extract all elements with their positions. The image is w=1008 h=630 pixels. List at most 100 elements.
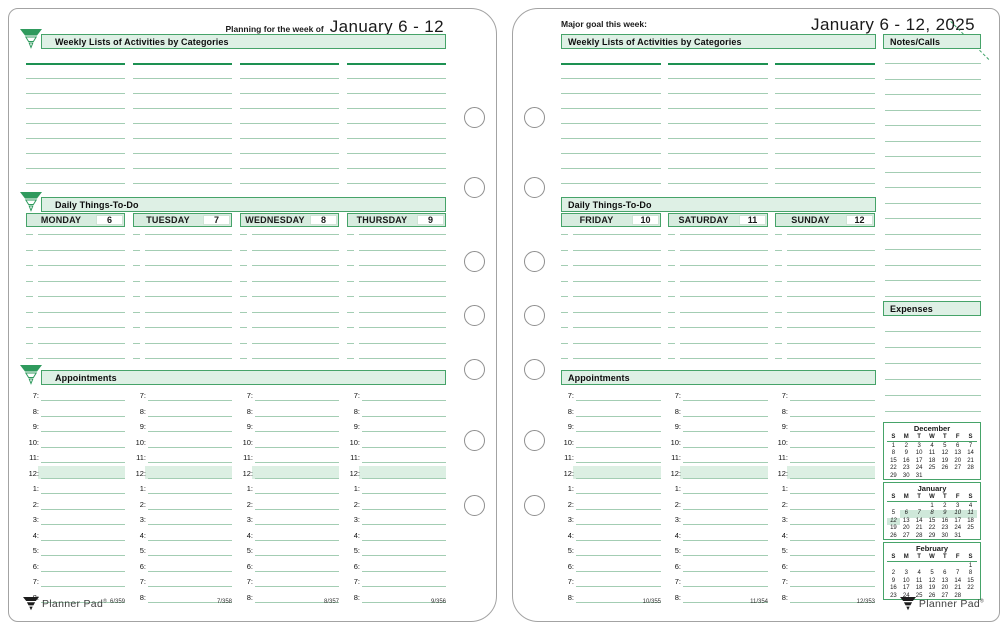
binder-hole — [464, 359, 485, 380]
right-page: Major goal this week: January 6 - 12, 20… — [512, 8, 1000, 622]
time-label: 12: — [670, 468, 681, 478]
ruled-line — [148, 586, 232, 587]
todo-checkbox-dash — [240, 249, 247, 251]
time-label: 1: — [353, 484, 360, 493]
noon-highlight — [145, 465, 232, 479]
ruled-line — [775, 183, 875, 184]
ruled-line — [680, 280, 768, 282]
time-label: 3: — [353, 515, 360, 524]
time-label: 5: — [139, 546, 146, 555]
ruled-line — [573, 249, 661, 251]
time-label: 12: — [563, 468, 574, 478]
category-title-line — [775, 63, 875, 65]
ruled-line — [680, 311, 768, 313]
calendar-day-cell: 27 — [954, 465, 962, 472]
time-label: 2: — [246, 499, 253, 509]
todo-checkbox-dash — [668, 234, 675, 235]
time-label: 12: — [242, 468, 253, 478]
ruled-line — [359, 311, 446, 313]
calendar-days-grid: 1 2 3 4 5 6 7 8 9 10 11 12 13 14 15 16 17 18 19 20 21 22 23 24 2… — [887, 563, 977, 600]
calendar-day-cell — [938, 473, 951, 480]
time-label: 10: — [349, 437, 360, 447]
calendar-day-cell: 17 — [954, 517, 962, 524]
todo-checkbox-dash — [133, 296, 140, 297]
calendar-day-cell: 8 — [968, 570, 973, 577]
ruled-line — [133, 123, 232, 124]
binder-hole — [464, 495, 485, 516]
noon-highlight — [38, 465, 125, 479]
ruled-line — [787, 234, 875, 235]
calendar-day-cell: 24 — [915, 465, 923, 472]
left-page-header: Planning for the week of January 6 - 12 — [225, 17, 444, 37]
calendar-day-cell: 16 — [941, 517, 949, 524]
ruled-line — [347, 108, 446, 109]
time-label: 12: — [349, 468, 360, 478]
binder-hole — [464, 251, 485, 272]
day-number: 7 — [203, 215, 230, 225]
ruled-line — [775, 78, 875, 79]
todo-checkbox-dash — [668, 358, 675, 359]
calendar-day-cell: 25 — [928, 465, 936, 472]
calendar-day-cell: 21 — [954, 585, 962, 592]
time-label: 2: — [781, 499, 788, 509]
calendar-dow-cell: S — [891, 494, 896, 500]
todo-checkbox-dash — [133, 327, 140, 328]
todo-checkbox-dash — [347, 280, 354, 282]
ruled-line — [38, 265, 125, 266]
ruled-line — [362, 586, 446, 587]
ruled-line — [790, 539, 875, 541]
day-page-number: 7/358 — [216, 599, 232, 605]
time-label: 8: — [781, 406, 788, 416]
time-label: 10: — [242, 437, 253, 447]
ruled-line — [362, 493, 446, 494]
ruled-line — [41, 493, 125, 494]
ruled-line — [145, 265, 232, 266]
ruled-line — [255, 539, 339, 541]
todo-checkbox-dash — [26, 234, 33, 235]
ruled-line — [775, 123, 875, 124]
notes-line — [885, 94, 981, 95]
ruled-line — [362, 570, 446, 572]
ruled-line — [255, 524, 339, 525]
calendar-dow-cell: S — [968, 554, 973, 560]
ruled-line — [576, 524, 661, 525]
ruled-line — [41, 415, 125, 417]
expenses-line — [885, 379, 981, 380]
calendar-day-cell: 20 — [954, 457, 962, 464]
time-label: 6: — [139, 561, 146, 571]
calendar-day-cell: 6 — [899, 510, 913, 518]
time-label: 1: — [674, 484, 681, 493]
time-label: 10: — [670, 437, 681, 447]
ruled-line — [252, 234, 339, 235]
ruled-line — [148, 524, 232, 525]
ruled-line — [576, 400, 661, 401]
ruled-line — [683, 415, 768, 417]
calendar-day-cell — [887, 503, 900, 510]
ruled-line — [573, 311, 661, 313]
ruled-line — [133, 183, 232, 184]
ruled-line — [790, 462, 875, 463]
ruled-line — [26, 123, 125, 124]
ruled-line — [26, 78, 125, 79]
left-page: Planning for the week of January 6 - 12 … — [8, 8, 497, 622]
todo-checkbox-dash — [347, 327, 354, 328]
ruled-line — [787, 280, 875, 282]
calendar-dow-cell: S — [891, 434, 896, 440]
day-header: THURSDAY 9 — [347, 213, 446, 227]
time-label: 6: — [567, 561, 574, 571]
noon-highlight — [680, 465, 768, 479]
ruled-line — [790, 493, 875, 494]
todo-checkbox-dash — [775, 311, 782, 313]
calendar-day-cell: 25 — [967, 525, 974, 532]
ruled-line — [787, 296, 875, 297]
time-label: 4: — [32, 530, 39, 540]
noon-highlight — [359, 465, 446, 479]
ruled-line — [145, 249, 232, 251]
todo-checkbox-dash — [668, 265, 675, 266]
calendar-day-cell: 30 — [941, 532, 949, 539]
time-label: 6: — [32, 561, 39, 571]
calendar-day-cell: 12 — [928, 577, 936, 584]
ruled-line — [148, 446, 232, 448]
calendar-day-cell: 3 — [956, 503, 960, 509]
ruled-line — [683, 477, 768, 479]
